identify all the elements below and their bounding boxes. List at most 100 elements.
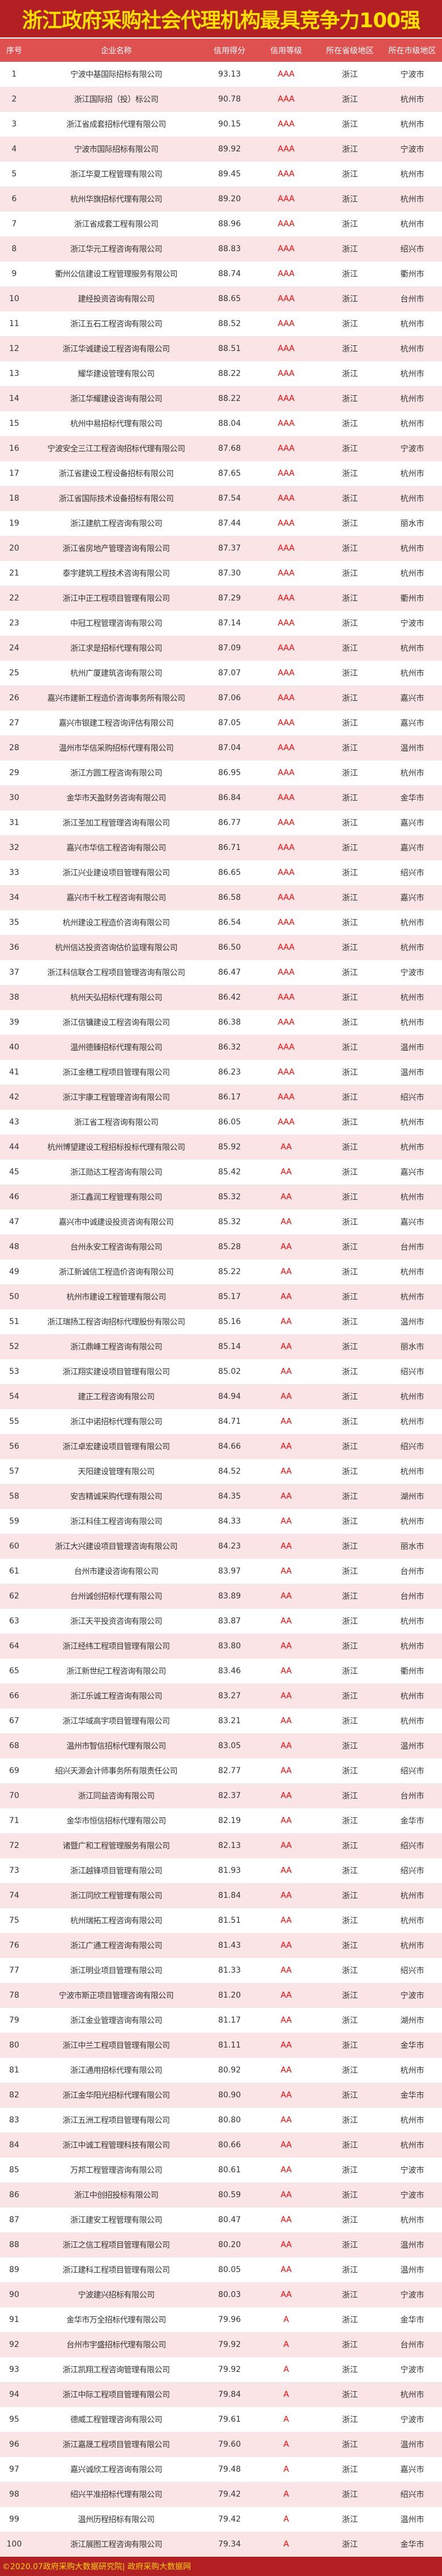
rank-cell: 13 <box>9 369 19 378</box>
rank-cell: 81 <box>9 2066 19 2075</box>
province-cell: 浙江 <box>342 1917 358 1926</box>
rank-cell: 49 <box>9 1267 19 1276</box>
company-name-cell: 浙江金穗工程项目管理有限公司 <box>62 1068 171 1077</box>
credit-score-cell: 85.32 <box>218 1217 241 1226</box>
rank-cell: 83 <box>9 2116 19 2125</box>
province-cell: 浙江 <box>342 70 358 79</box>
city-cell: 衢州市 <box>400 1667 424 1676</box>
province-cell: 浙江 <box>342 1243 358 1252</box>
company-name-cell: 泰宇建筑工程技术咨询有限公司 <box>62 569 171 578</box>
province-cell: 浙江 <box>342 719 358 728</box>
company-name-cell: 浙江天平投资咨询有限公司 <box>70 1617 163 1626</box>
province-cell: 浙江 <box>342 1492 358 1501</box>
table-row: 45 浙江勋达工程咨询有限公司 85.42 AA 浙江 嘉兴市 <box>0 1160 442 1185</box>
company-name-cell: 浙江鼎峰工程咨询有限公司 <box>70 1343 163 1352</box>
province-cell: 浙江 <box>342 1592 358 1601</box>
table-row: 89 浙江建科工程项目管理有限公司 80.05 AA 浙江 温州市 <box>0 2257 442 2282</box>
province-cell: 浙江 <box>342 1318 358 1327</box>
company-name-cell: 浙江明业项目管理有限公司 <box>70 1966 163 1976</box>
city-cell: 温州市 <box>400 2241 424 2250</box>
credit-grade-cell: AA <box>280 1342 292 1351</box>
city-cell: 宁波市 <box>400 968 424 978</box>
company-name-cell: 浙江瑞扬工程咨询招标代理股份有限公司 <box>47 1318 186 1327</box>
table-row: 23 中冠工程管理咨询有限公司 87.14 AAA 浙江 宁波市 <box>0 611 442 636</box>
company-name-cell: 中冠工程管理咨询有限公司 <box>70 619 163 628</box>
table-row: 52 浙江鼎峰工程咨询有限公司 85.14 AA 浙江 丽水市 <box>0 1334 442 1359</box>
table-row: 84 浙江中诚工程管理科技有限公司 80.66 AA 浙江 杭州市 <box>0 2133 442 2158</box>
company-name-cell: 浙江省成套工程有限公司 <box>74 220 159 229</box>
credit-score-cell: 85.92 <box>218 1143 241 1152</box>
province-cell: 浙江 <box>342 2440 358 2450</box>
credit-grade-cell: A <box>283 2440 289 2449</box>
company-name-cell: 浙江中正工程项目管理有限公司 <box>62 594 171 603</box>
rank-cell: 51 <box>9 1317 19 1326</box>
rank-cell: 95 <box>9 2415 19 2424</box>
rank-cell: 11 <box>9 319 19 328</box>
credit-grade-cell: AA <box>280 1716 292 1725</box>
province-cell: 浙江 <box>342 1717 358 1726</box>
credit-score-cell: 81.84 <box>218 1891 241 1900</box>
city-cell: 嘉兴市 <box>400 819 424 828</box>
table-row: 26 嘉兴市建新工程造价咨询事务所有限公司 87.06 AAA 浙江 嘉兴市 <box>0 686 442 710</box>
credit-score-cell: 93.13 <box>218 70 241 79</box>
credit-score-cell: 86.42 <box>218 993 241 1002</box>
city-cell: 杭州市 <box>400 195 424 204</box>
table-row: 90 宁波建兴招标有限公司 80.03 AA 浙江 宁波市 <box>0 2282 442 2307</box>
company-name-cell: 德威工程管理咨询有限公司 <box>70 2416 163 2425</box>
company-name-cell: 浙江信镛建设工程咨询有限公司 <box>62 1018 171 1027</box>
company-name-cell: 浙江宇康工程管理咨询有限公司 <box>62 1093 171 1102</box>
rank-cell: 72 <box>9 1841 19 1850</box>
table-row: 33 浙江兴业建设项目管理有限公司 86.65 AAA 浙江 绍兴市 <box>0 860 442 885</box>
rank-cell: 32 <box>9 843 19 852</box>
company-name-cell: 杭州博望建设工程招标投标代理有限公司 <box>47 1143 186 1152</box>
company-name-cell: 建经投资咨询有限公司 <box>78 295 155 304</box>
rank-cell: 57 <box>9 1467 19 1476</box>
credit-grade-cell: AA <box>280 2265 292 2274</box>
rank-cell: 54 <box>9 1392 19 1401</box>
rank-cell: 4 <box>11 145 17 154</box>
rank-cell: 58 <box>9 1492 19 1501</box>
rank-cell: 33 <box>9 868 19 877</box>
table-row: 48 台州永安工程咨询有限公司 85.28 AA 浙江 台州市 <box>0 1234 442 1259</box>
table-row: 65 浙江新世纪工程咨询有限公司 83.46 AA 浙江 衢州市 <box>0 1659 442 1684</box>
table-row: 4 宁波市国际招标有限公司 89.92 AAA 浙江 宁波市 <box>0 137 442 162</box>
city-cell: 宁波市 <box>400 2416 424 2425</box>
credit-score-cell: 86.23 <box>218 1068 241 1077</box>
company-name-cell: 浙江中兰工程项目管理有限公司 <box>62 2041 171 2050</box>
credit-grade-cell: AAA <box>278 244 295 253</box>
credit-grade-cell: AA <box>280 2016 292 2025</box>
credit-grade-cell: AAA <box>278 793 295 802</box>
credit-grade-cell: AA <box>280 1841 292 1850</box>
credit-score-cell: 87.44 <box>218 519 241 528</box>
rank-cell: 61 <box>9 1567 19 1576</box>
rank-cell: 55 <box>9 1417 19 1426</box>
table-row: 29 浙江方圆工程咨询有限公司 86.95 AAA 浙江 杭州市 <box>0 760 442 785</box>
province-cell: 浙江 <box>342 1941 358 1951</box>
city-cell: 绍兴市 <box>400 1966 424 1976</box>
table-row: 95 德威工程管理咨询有限公司 79.61 A 浙江 宁波市 <box>0 2407 442 2432</box>
credit-grade-cell: AAA <box>278 419 295 428</box>
rank-cell: 56 <box>9 1442 19 1451</box>
credit-score-cell: 79.34 <box>218 2540 241 2549</box>
city-cell: 杭州市 <box>400 1692 424 1701</box>
table-row: 42 浙江宇康工程管理咨询有限公司 86.17 AAA 浙江 绍兴市 <box>0 1085 442 1110</box>
province-cell: 浙江 <box>342 494 358 504</box>
credit-grade-cell: AA <box>280 1966 292 1975</box>
rank-cell: 15 <box>9 419 19 428</box>
company-name-cell: 嘉兴市中诚建设投资咨询有限公司 <box>58 1218 174 1227</box>
credit-score-cell: 86.05 <box>218 1118 241 1127</box>
table-row: 98 绍兴平准招标代理有限公司 79.42 A 浙江 绍兴市 <box>0 2482 442 2507</box>
credit-grade-cell: AA <box>280 2290 292 2299</box>
table-row: 75 杭州瑞拓工程咨询有限公司 81.51 AA 浙江 杭州市 <box>0 1908 442 1933</box>
city-cell: 绍兴市 <box>400 869 424 878</box>
credit-grade-cell: AAA <box>278 718 295 727</box>
credit-score-cell: 79.60 <box>218 2440 241 2449</box>
city-cell: 杭州市 <box>400 2066 424 2075</box>
province-cell: 浙江 <box>342 395 358 404</box>
rank-cell: 75 <box>9 1916 19 1925</box>
table-row: 60 浙江大兴建设项目管理咨询有限公司 84.23 AA 浙江 丽水市 <box>0 1534 442 1559</box>
credit-grade-cell: AAA <box>278 1043 295 1052</box>
city-cell: 杭州市 <box>400 395 424 404</box>
table-row: 22 浙江中正工程项目管理有限公司 87.29 AAA 浙江 衢州市 <box>0 586 442 611</box>
rank-cell: 42 <box>9 1093 19 1102</box>
